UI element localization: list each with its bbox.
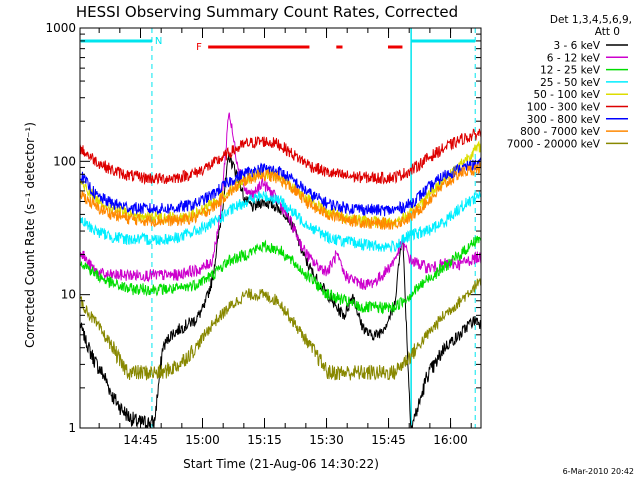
y-axis-label: Corrected Count Rate (s⁻¹ detector⁻¹) — [23, 122, 37, 348]
night-label: N — [155, 36, 162, 47]
x-tick-label: 15:45 — [371, 433, 406, 447]
y-tick-label: 1 — [68, 421, 76, 435]
footer-date: 6-Mar-2010 20:42 — [563, 467, 634, 476]
plot-frame — [79, 27, 482, 429]
legend-label-3: 25 - 50 keV — [540, 77, 601, 89]
series-line-3 — [79, 191, 482, 254]
legend-label-6: 300 - 800 keV — [527, 114, 601, 126]
plot-area: NF — [79, 27, 482, 429]
axis-ticks: 1 10 100 1000 14:45 15:00 15:15 15:30 15:45 16:00 — [45, 21, 481, 447]
series-line-5 — [79, 128, 482, 186]
legend-label-4: 50 - 100 keV — [533, 89, 600, 101]
legend-header: Det 1,3,4,5,6,9, — [550, 14, 632, 26]
y-tick-label: 100 — [53, 154, 76, 168]
legend-label-8: 7000 - 20000 keV — [507, 138, 601, 150]
x-tick-label: 15:30 — [309, 433, 344, 447]
x-tick-label: 16:00 — [433, 433, 468, 447]
legend-label-5: 100 - 300 keV — [527, 102, 601, 114]
legend-label-1: 6 - 12 keV — [547, 52, 601, 64]
x-tick-label: 15:15 — [247, 433, 282, 447]
chart-title: HESSI Observing Summary Count Rates, Cor… — [76, 3, 458, 21]
legend-header: Att 0 — [595, 26, 620, 38]
flare-label: F — [196, 42, 202, 53]
series-line-2 — [79, 235, 482, 315]
legend-label-7: 800 - 7000 keV — [520, 126, 601, 138]
series-line-7 — [79, 162, 482, 230]
x-axis-label: Start Time (21-Aug-06 14:30:22) — [183, 457, 379, 471]
series-line-1 — [79, 112, 482, 290]
series-line-8 — [79, 278, 482, 381]
y-tick-label: 1000 — [45, 21, 76, 35]
legend-label-2: 12 - 25 keV — [540, 65, 601, 77]
legend-label-0: 3 - 6 keV — [553, 40, 600, 52]
x-tick-label: 15:00 — [185, 433, 220, 447]
y-tick-label: 10 — [61, 288, 76, 302]
x-tick-label: 14:45 — [123, 433, 158, 447]
series-line-6 — [79, 157, 482, 217]
